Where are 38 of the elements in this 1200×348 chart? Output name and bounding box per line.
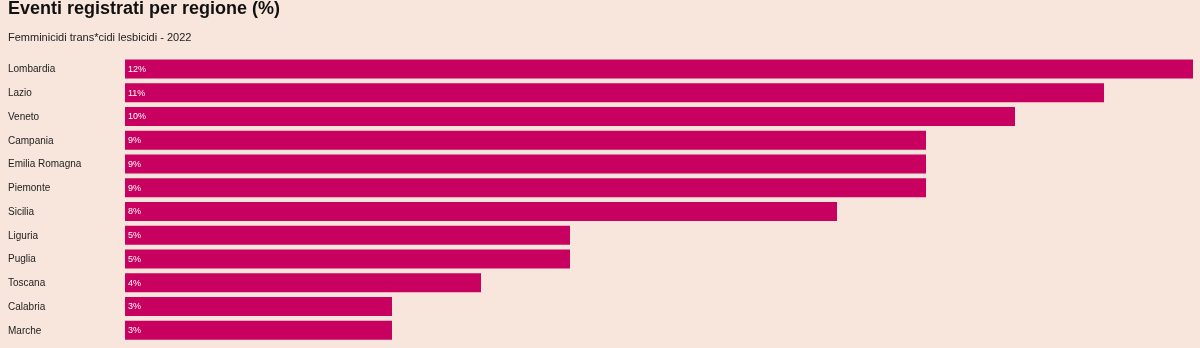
bar: [125, 59, 1193, 79]
y-tick-label: Liguria: [8, 229, 39, 241]
data-label: 11%: [128, 87, 146, 98]
bar: [125, 296, 392, 316]
y-tick-label: Marche: [8, 324, 42, 336]
data-label: 3%: [128, 301, 142, 312]
data-label: 9%: [128, 182, 142, 193]
data-label: 9%: [128, 158, 142, 169]
data-label: 10%: [128, 111, 147, 122]
bar: [125, 320, 392, 340]
bar: [125, 201, 837, 221]
y-tick-label: Sicilia: [8, 205, 35, 217]
bar: [125, 225, 570, 245]
y-tick-label: Piemonte: [8, 182, 51, 194]
data-label: 4%: [128, 277, 142, 288]
y-tick-label: Calabria: [8, 300, 46, 312]
y-tick-label: Lombardia: [8, 63, 56, 75]
bar: [125, 178, 926, 198]
chart-title: Eventi registrati per regione (%): [8, 0, 281, 18]
data-label: 5%: [128, 253, 142, 264]
bar: [125, 83, 1104, 103]
y-tick-label: Veneto: [8, 110, 40, 122]
bar: [125, 249, 570, 269]
bar: [125, 106, 1015, 126]
y-tick-label: Campania: [8, 134, 55, 146]
y-tick-label: Puglia: [8, 253, 37, 265]
bar: [125, 130, 926, 150]
data-label: 5%: [128, 230, 142, 241]
data-label: 3%: [128, 325, 142, 336]
y-tick-label: Lazio: [8, 87, 33, 99]
bar: [125, 154, 926, 174]
chart-subtitle: Femminicidi trans*cidi lesbicidi - 2022: [8, 30, 192, 43]
y-tick-label: Toscana: [8, 277, 46, 289]
data-label: 12%: [128, 63, 147, 74]
y-tick-label: Emilia Romagna: [8, 158, 82, 170]
bar: [125, 273, 481, 293]
data-label: 8%: [128, 206, 142, 217]
data-label: 9%: [128, 135, 142, 146]
